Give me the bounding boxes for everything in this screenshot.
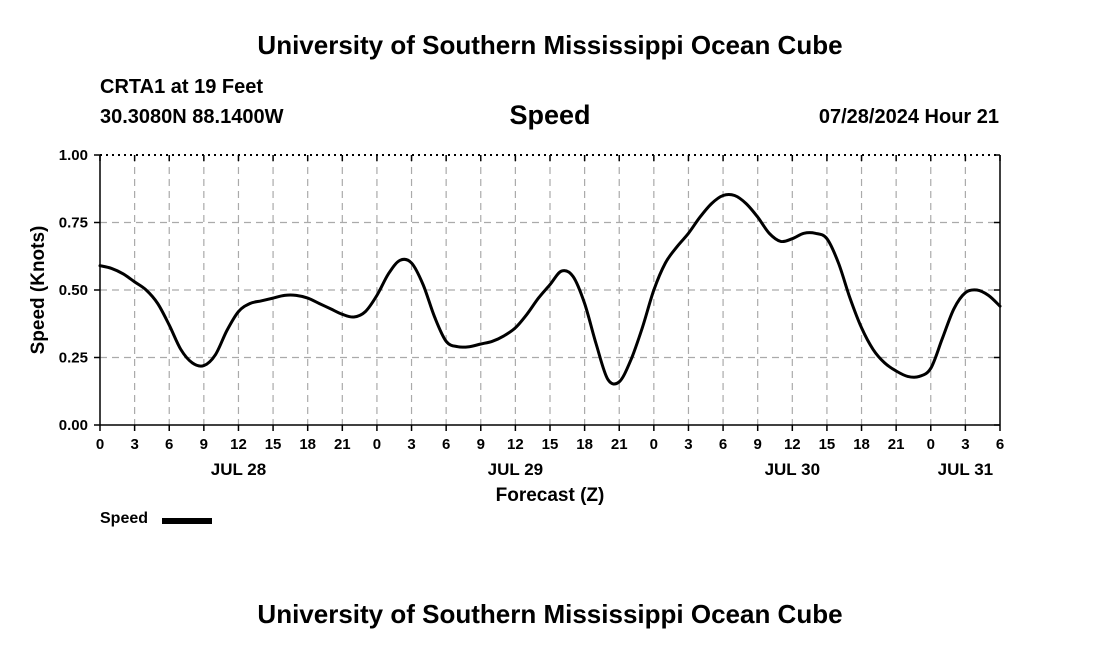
y-axis-title: Speed (Knots) <box>28 226 49 355</box>
x-tick-label: 18 <box>299 436 316 453</box>
axes <box>94 154 1001 431</box>
x-tick-label: 9 <box>200 436 208 453</box>
x-tick-label: 18 <box>853 436 870 453</box>
chart-title: Speed <box>509 100 591 130</box>
x-tick-label: 3 <box>407 436 415 453</box>
legend-label: Speed <box>100 510 149 527</box>
date-label: JUL 28 <box>211 460 266 479</box>
x-tick-label: 6 <box>165 436 173 453</box>
x-tick-label: 21 <box>334 436 351 453</box>
axis-labels: 0 3 6 9 12 15 18 21 0 3 6 9 12 15 18 21 0 3 6 9 12 15 18 21 0 3 6 0… <box>28 147 1004 506</box>
page-title: University of Southern Mississippi Ocean… <box>257 30 843 60</box>
y-tick-label: 0.50 <box>59 282 88 299</box>
x-tick-label: 0 <box>650 436 658 453</box>
y-tick-label: 0.00 <box>59 417 88 434</box>
x-tick-label: 6 <box>996 436 1004 453</box>
x-tick-label: 21 <box>611 436 628 453</box>
x-tick-label: 12 <box>230 436 247 453</box>
x-tick-label: 0 <box>927 436 935 453</box>
x-tick-label: 3 <box>130 436 138 453</box>
x-tick-label: 3 <box>961 436 969 453</box>
x-tick-label: 0 <box>96 436 104 453</box>
x-tick-label: 3 <box>684 436 692 453</box>
x-tick-label: 6 <box>719 436 727 453</box>
y-tick-label: 0.75 <box>59 215 88 232</box>
x-tick-label: 15 <box>819 436 836 453</box>
x-tick-label: 9 <box>477 436 485 453</box>
x-tick-label: 6 <box>442 436 450 453</box>
x-tick-label: 9 <box>754 436 762 453</box>
timestamp-label: 07/28/2024 Hour 21 <box>818 106 999 128</box>
x-tick-label: 12 <box>784 436 801 453</box>
x-tick-label: 18 <box>576 436 593 453</box>
y-tick-label: 1.00 <box>59 147 88 164</box>
x-tick-label: 21 <box>888 436 905 453</box>
coordinates-label: 30.3080N 88.1400W <box>100 106 284 128</box>
station-label: CRTA1 at 19 Feet <box>100 76 264 98</box>
legend-swatch <box>162 518 212 524</box>
x-tick-label: 12 <box>507 436 524 453</box>
x-tick-label: 15 <box>265 436 282 453</box>
date-label: JUL 30 <box>765 460 820 479</box>
date-label: JUL 31 <box>938 460 993 479</box>
y-tick-label: 0.25 <box>59 350 88 367</box>
x-tick-label: 0 <box>373 436 381 453</box>
series-line-speed <box>98 192 1002 386</box>
footer-title: University of Southern Mississippi Ocean… <box>257 599 843 629</box>
series-layer <box>98 192 1002 386</box>
x-axis-title: Forecast (Z) <box>496 485 605 506</box>
x-tick-label: 15 <box>542 436 559 453</box>
grid <box>100 155 1000 425</box>
date-label: JUL 29 <box>488 460 543 479</box>
